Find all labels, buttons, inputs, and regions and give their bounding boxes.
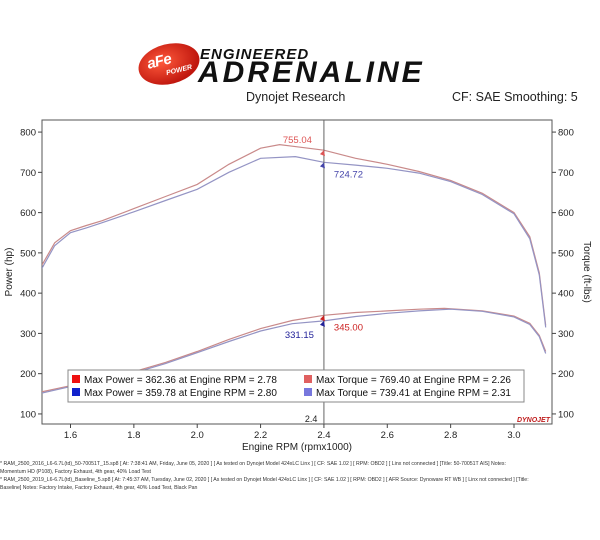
y-right-tick-label: 500 xyxy=(558,248,574,259)
y-right-tick-label: 300 xyxy=(558,329,574,340)
annotation-label: 724.72 xyxy=(334,169,363,180)
note-line: Baseline] Notes: Factory Intake, Factory… xyxy=(0,485,198,491)
x-tick-label: 2.0 xyxy=(191,430,204,441)
x-tick-label: 3.0 xyxy=(507,430,520,441)
annotation-marker xyxy=(319,162,325,169)
annotation-marker xyxy=(319,315,325,322)
logo-line1: ENGINEERED xyxy=(200,46,310,63)
afe-adrenaline-logo: aFe POWER ENGINEERED ADRENALINE xyxy=(134,37,458,91)
y-left-tick-label: 400 xyxy=(20,289,36,300)
y-right-tick-label: 800 xyxy=(558,128,574,139)
logo-line2: ADRENALINE xyxy=(198,56,425,89)
legend-swatch xyxy=(72,388,80,396)
annotation-marker xyxy=(319,320,325,327)
legend-swatch xyxy=(72,375,80,383)
legend-box xyxy=(67,369,525,403)
legend-swatch xyxy=(304,388,312,396)
y-right-tick-label: 200 xyxy=(558,369,574,380)
correction-factor: CF: SAE Smoothing: 5 xyxy=(452,90,578,104)
x-tick-label: 2.4 xyxy=(317,430,330,441)
y-left-tick-label: 700 xyxy=(20,168,36,179)
dyno-chart: 1.6 1.8 2.0 2.2 2.4 2.6 2.8 3.0 100 200 300 400 500 6… xyxy=(4,119,592,453)
x-tick-label: 2.2 xyxy=(254,430,267,441)
y-right-tick-label: 100 xyxy=(558,409,574,420)
annotation-label: 755.04 xyxy=(283,135,312,146)
x-axis-label: Engine RPM (rpmx1000) xyxy=(242,442,352,453)
note-line: * RAM_2500_2019_L6-6.7L(td)_Baseline_5.s… xyxy=(0,477,529,483)
legend-swatch xyxy=(304,375,312,383)
y-left-tick-label: 100 xyxy=(20,409,36,420)
y-left-tick-label: 200 xyxy=(20,369,36,380)
legend-entry: Max Torque = 769.40 at Engine RPM = 2.26 xyxy=(316,375,511,386)
annotation-label: 331.15 xyxy=(285,330,314,341)
y-right-tick-label: 700 xyxy=(558,168,574,179)
x-tick-label: 2.6 xyxy=(381,430,394,441)
x-tick-label: 1.6 xyxy=(64,430,77,441)
note-line: Momentum HD (P108), Factory Exhaust, 4th… xyxy=(0,469,151,475)
annotation-marker xyxy=(319,150,325,157)
dyno-source: Dynojet Research xyxy=(246,90,346,104)
note-line: * RAM_2500_2016_L6-6.7L(td)_50-70051T_15… xyxy=(0,461,506,467)
y-right-tick-label: 400 xyxy=(558,289,574,300)
y-right-axis-label: Torque (ft-lbs) xyxy=(581,241,592,303)
legend-entry: Max Power = 362.36 at Engine RPM = 2.78 xyxy=(84,375,277,386)
dynojet-watermark: DYNOJET xyxy=(517,417,551,424)
x-tick-label: 2.8 xyxy=(444,430,457,441)
annotation-label: 345.00 xyxy=(334,322,363,333)
cursor-label: 2.4 xyxy=(305,414,318,424)
series-line xyxy=(42,155,547,328)
y-left-tick-label: 600 xyxy=(20,208,36,219)
y-left-tick-label: 800 xyxy=(20,128,36,139)
series-line xyxy=(42,143,547,326)
x-tick-label: 1.8 xyxy=(127,430,140,441)
run-notes: * RAM_2500_2016_L6-6.7L(td)_50-70051T_15… xyxy=(0,460,600,492)
y-right-tick-label: 600 xyxy=(558,208,574,219)
legend-entry: Max Torque = 739.41 at Engine RPM = 2.31 xyxy=(316,388,511,399)
y-left-tick-label: 300 xyxy=(20,329,36,340)
legend-entry: Max Power = 359.78 at Engine RPM = 2.80 xyxy=(84,388,277,399)
y-left-tick-label: 500 xyxy=(20,248,36,259)
y-left-axis-label: Power (hp) xyxy=(4,248,15,297)
